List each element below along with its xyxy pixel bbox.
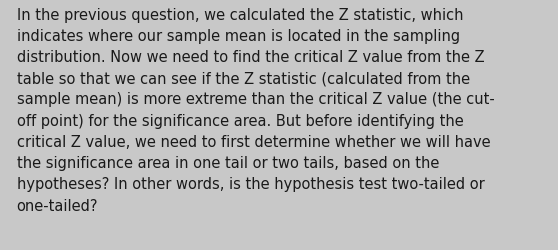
Text: In the previous question, we calculated the Z statistic, which
indicates where o: In the previous question, we calculated … bbox=[17, 8, 494, 213]
